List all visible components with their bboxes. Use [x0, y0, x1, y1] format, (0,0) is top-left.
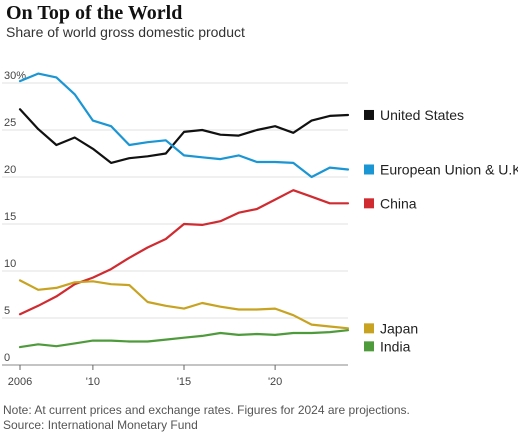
- y-tick-label: 15: [4, 211, 16, 223]
- x-tick-label: '15: [177, 376, 191, 388]
- series-line: [18, 108, 350, 164]
- legend-label: Japan: [380, 320, 418, 336]
- y-tick-label: 10: [4, 258, 16, 270]
- legend-swatch: [364, 198, 374, 209]
- y-tick-label: 5: [4, 305, 10, 317]
- chart-source: Source: International Monetary Fund: [3, 418, 198, 432]
- series-line: [18, 279, 350, 330]
- legend-swatch: [364, 164, 374, 175]
- legend: United States European Union & U.K. China J…: [364, 107, 518, 354]
- line-chart: 0 5 10 15 20 25 30% 2006 '10 '15 '20 United State…: [2, 70, 518, 388]
- series-line: [18, 329, 350, 349]
- x-axis-ticks: 2006 '10 '15 '20: [8, 365, 282, 388]
- x-tick-label: 2006: [8, 376, 32, 388]
- chart-note: Note: At current prices and exchange rat…: [3, 403, 410, 417]
- y-tick-label: 30%: [4, 70, 26, 82]
- legend-label: India: [380, 338, 411, 354]
- legend-swatch: [364, 323, 374, 334]
- y-tick-label: 25: [4, 117, 16, 129]
- legend-swatch: [364, 109, 374, 120]
- legend-swatch: [364, 341, 374, 352]
- series-lines: [18, 72, 350, 349]
- legend-label: United States: [380, 107, 464, 123]
- legend-label: European Union & U.K.: [380, 161, 518, 177]
- legend-label: China: [380, 195, 417, 211]
- y-tick-label: 0: [4, 352, 10, 364]
- y-axis-ticks: 0 5 10 15 20 25 30%: [4, 70, 26, 364]
- series-line: [18, 189, 350, 316]
- x-tick-label: '10: [86, 376, 100, 388]
- chart-title: On Top of the World: [6, 2, 183, 24]
- x-tick-label: '20: [268, 376, 282, 388]
- chart-subtitle: Share of world gross domestic product: [6, 24, 245, 40]
- y-tick-label: 20: [4, 164, 16, 176]
- series-line: [18, 72, 350, 179]
- gridlines: [2, 82, 348, 366]
